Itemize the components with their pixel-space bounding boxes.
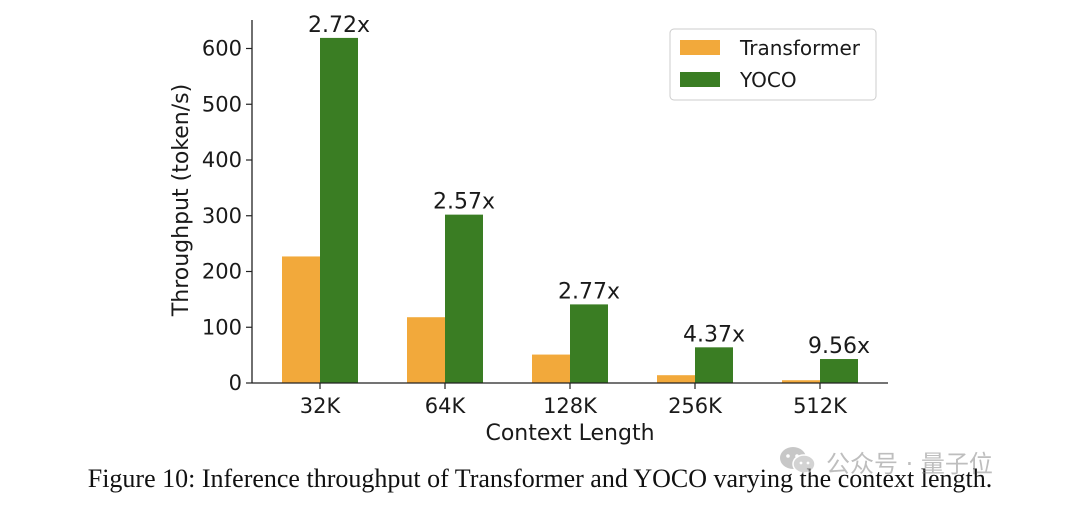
bar-transformer-512k <box>782 380 820 383</box>
legend-frame <box>669 28 877 101</box>
ratio-label: 9.56x <box>808 334 870 359</box>
y-tick-label: 0 <box>229 371 242 395</box>
watermark-text: 公众号 · 量子位 <box>826 449 993 478</box>
bar-yoco-256k <box>695 347 733 383</box>
ratio-label: 4.37x <box>683 322 745 347</box>
legend-swatch-transformer <box>680 40 720 55</box>
bar-transformer-256k <box>657 375 695 383</box>
legend: Transformer YOCO <box>669 28 877 101</box>
legend-swatch-yoco <box>680 72 720 87</box>
y-axis: 0 100 200 300 400 500 600 <box>202 20 253 395</box>
bar-transformer-32k <box>282 256 320 383</box>
bar-transformer-128k <box>532 354 570 383</box>
bar-yoco-64k <box>445 214 483 383</box>
y-tick-label: 300 <box>202 204 242 228</box>
x-tick-label: 128K <box>543 394 598 418</box>
bar-yoco-32k <box>320 37 358 383</box>
ratio-label: 2.72x <box>308 13 370 38</box>
y-tick-label: 100 <box>202 315 242 339</box>
bar-yoco-128k <box>570 304 608 383</box>
x-axis: 32K 64K 128K 256K 512K <box>252 382 888 418</box>
x-tick-label: 64K <box>425 394 467 418</box>
legend-label-yoco: YOCO <box>739 68 797 92</box>
x-tick-label: 32K <box>300 394 342 418</box>
bars-group <box>282 37 858 383</box>
ratio-label: 2.57x <box>433 190 495 215</box>
wechat-icon <box>780 447 816 474</box>
x-tick-label: 512K <box>793 394 848 418</box>
bar-yoco-512k <box>820 359 858 383</box>
figure-caption: Figure 10: Inference throughput of Trans… <box>87 464 993 493</box>
ratio-labels: 2.72x 2.57x 2.77x 4.37x 9.56x <box>308 13 870 359</box>
y-tick-label: 500 <box>202 92 242 116</box>
ratio-label: 2.77x <box>558 279 620 304</box>
x-axis-title: Context Length <box>485 421 654 446</box>
y-tick-label: 400 <box>202 148 242 172</box>
y-tick-label: 200 <box>202 260 242 284</box>
y-tick-label: 600 <box>202 37 242 61</box>
y-axis-title: Throughput (token/s) <box>169 84 194 317</box>
x-tick-label: 256K <box>668 394 723 418</box>
bar-chart: 2.72x 2.57x 2.77x 4.37x 9.56x 0 100 200 300 400 5… <box>169 13 888 446</box>
legend-label-transformer: Transformer <box>739 36 861 60</box>
watermark: 公众号 · 量子位 <box>778 444 993 478</box>
bar-transformer-64k <box>407 317 445 383</box>
